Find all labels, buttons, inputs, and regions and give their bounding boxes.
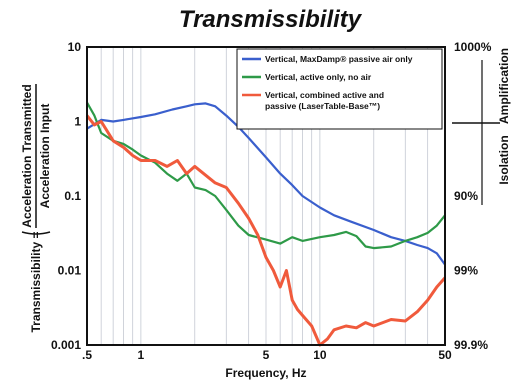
- legend: Vertical, MaxDamp® passive air only Verti…: [237, 49, 442, 129]
- y-tick-label: 0.1: [64, 189, 81, 203]
- y-tick-label: 10: [68, 40, 82, 54]
- right-tick-label: 99.9%: [454, 338, 488, 352]
- x-tick-label: 50: [438, 348, 452, 362]
- right-tick-label: 1000%: [454, 40, 492, 54]
- right-tick-label: 99%: [454, 264, 478, 278]
- x-tick-label: 1: [138, 348, 145, 362]
- legend-label-1: Vertical, MaxDamp® passive air only: [265, 54, 413, 64]
- legend-label-3: Vertical, combined active and passive (La…: [265, 90, 384, 111]
- legend-label-2: Vertical, active only, no air: [265, 72, 372, 82]
- y-tick-label: 0.001: [51, 338, 81, 352]
- isolation-label: Isolation: [497, 135, 511, 184]
- right-tick-label: 90%: [454, 189, 478, 203]
- y-axis-label-prefix: Transmissibility =: [29, 231, 43, 332]
- y-axis-label-denominator: Acceleration Input: [38, 104, 52, 209]
- amplification-label: Amplification: [497, 48, 511, 124]
- x-axis-label: Frequency, Hz: [225, 366, 306, 380]
- x-tick-label: 10: [313, 348, 327, 362]
- y-tick-label: 1: [74, 115, 81, 129]
- y-tick-label: 0.01: [58, 264, 82, 278]
- y-axis-label: Transmissibility = Acceleration Transmit…: [20, 84, 52, 333]
- chart-title: Transmissibility: [179, 6, 363, 33]
- x-tick-label: 5: [263, 348, 270, 362]
- y-axis-label-numerator: Acceleration Transmitted: [20, 84, 34, 227]
- x-tick-label: .5: [82, 348, 92, 362]
